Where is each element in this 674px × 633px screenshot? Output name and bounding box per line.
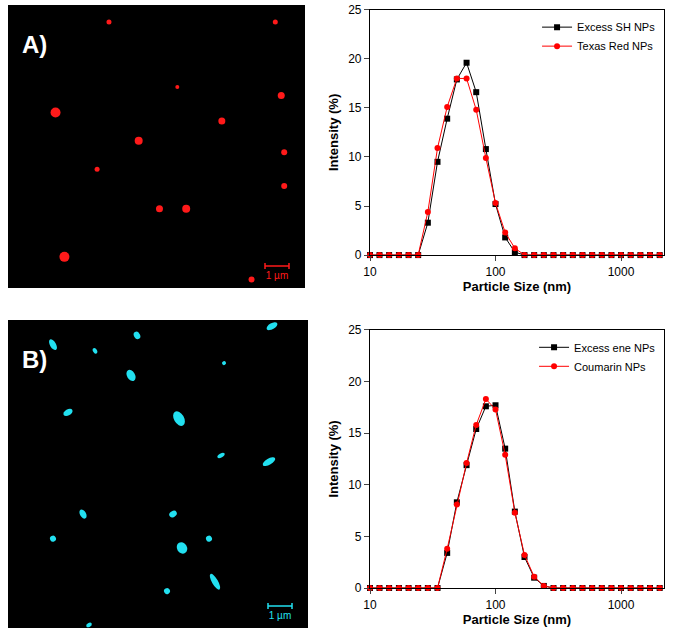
svg-text:1000: 1000 [608, 598, 635, 612]
svg-text:20: 20 [348, 375, 362, 389]
svg-text:Excess SH NPs: Excess SH NPs [577, 21, 655, 33]
svg-text:1000: 1000 [608, 265, 635, 279]
svg-text:Texas Red NPs: Texas Red NPs [577, 40, 653, 52]
svg-text:Excess ene NPs: Excess ene NPs [574, 342, 655, 354]
svg-text:Particle Size (nm): Particle Size (nm) [463, 279, 571, 294]
svg-text:10: 10 [363, 265, 377, 279]
svg-text:5: 5 [355, 199, 362, 213]
svg-text:B): B) [22, 346, 47, 373]
svg-text:Particle Size (nm): Particle Size (nm) [463, 612, 571, 627]
svg-text:15: 15 [348, 426, 362, 440]
svg-text:25: 25 [348, 3, 362, 17]
svg-text:5: 5 [355, 530, 362, 544]
svg-text:25: 25 [348, 323, 362, 337]
svg-text:15: 15 [348, 101, 362, 115]
svg-text:100: 100 [485, 265, 505, 279]
svg-text:20: 20 [348, 52, 362, 66]
svg-text:0: 0 [355, 581, 362, 595]
svg-text:100: 100 [485, 598, 505, 612]
svg-text:A): A) [22, 31, 47, 58]
svg-text:10: 10 [363, 598, 377, 612]
svg-text:1 µm: 1 µm [269, 610, 291, 621]
svg-text:1 µm: 1 µm [266, 270, 288, 281]
svg-text:10: 10 [348, 478, 362, 492]
svg-text:Intensity (%): Intensity (%) [326, 94, 341, 171]
svg-text:Coumarin NPs: Coumarin NPs [574, 361, 646, 373]
svg-text:10: 10 [348, 150, 362, 164]
svg-text:Intensity (%): Intensity (%) [326, 420, 341, 497]
svg-text:0: 0 [355, 248, 362, 262]
